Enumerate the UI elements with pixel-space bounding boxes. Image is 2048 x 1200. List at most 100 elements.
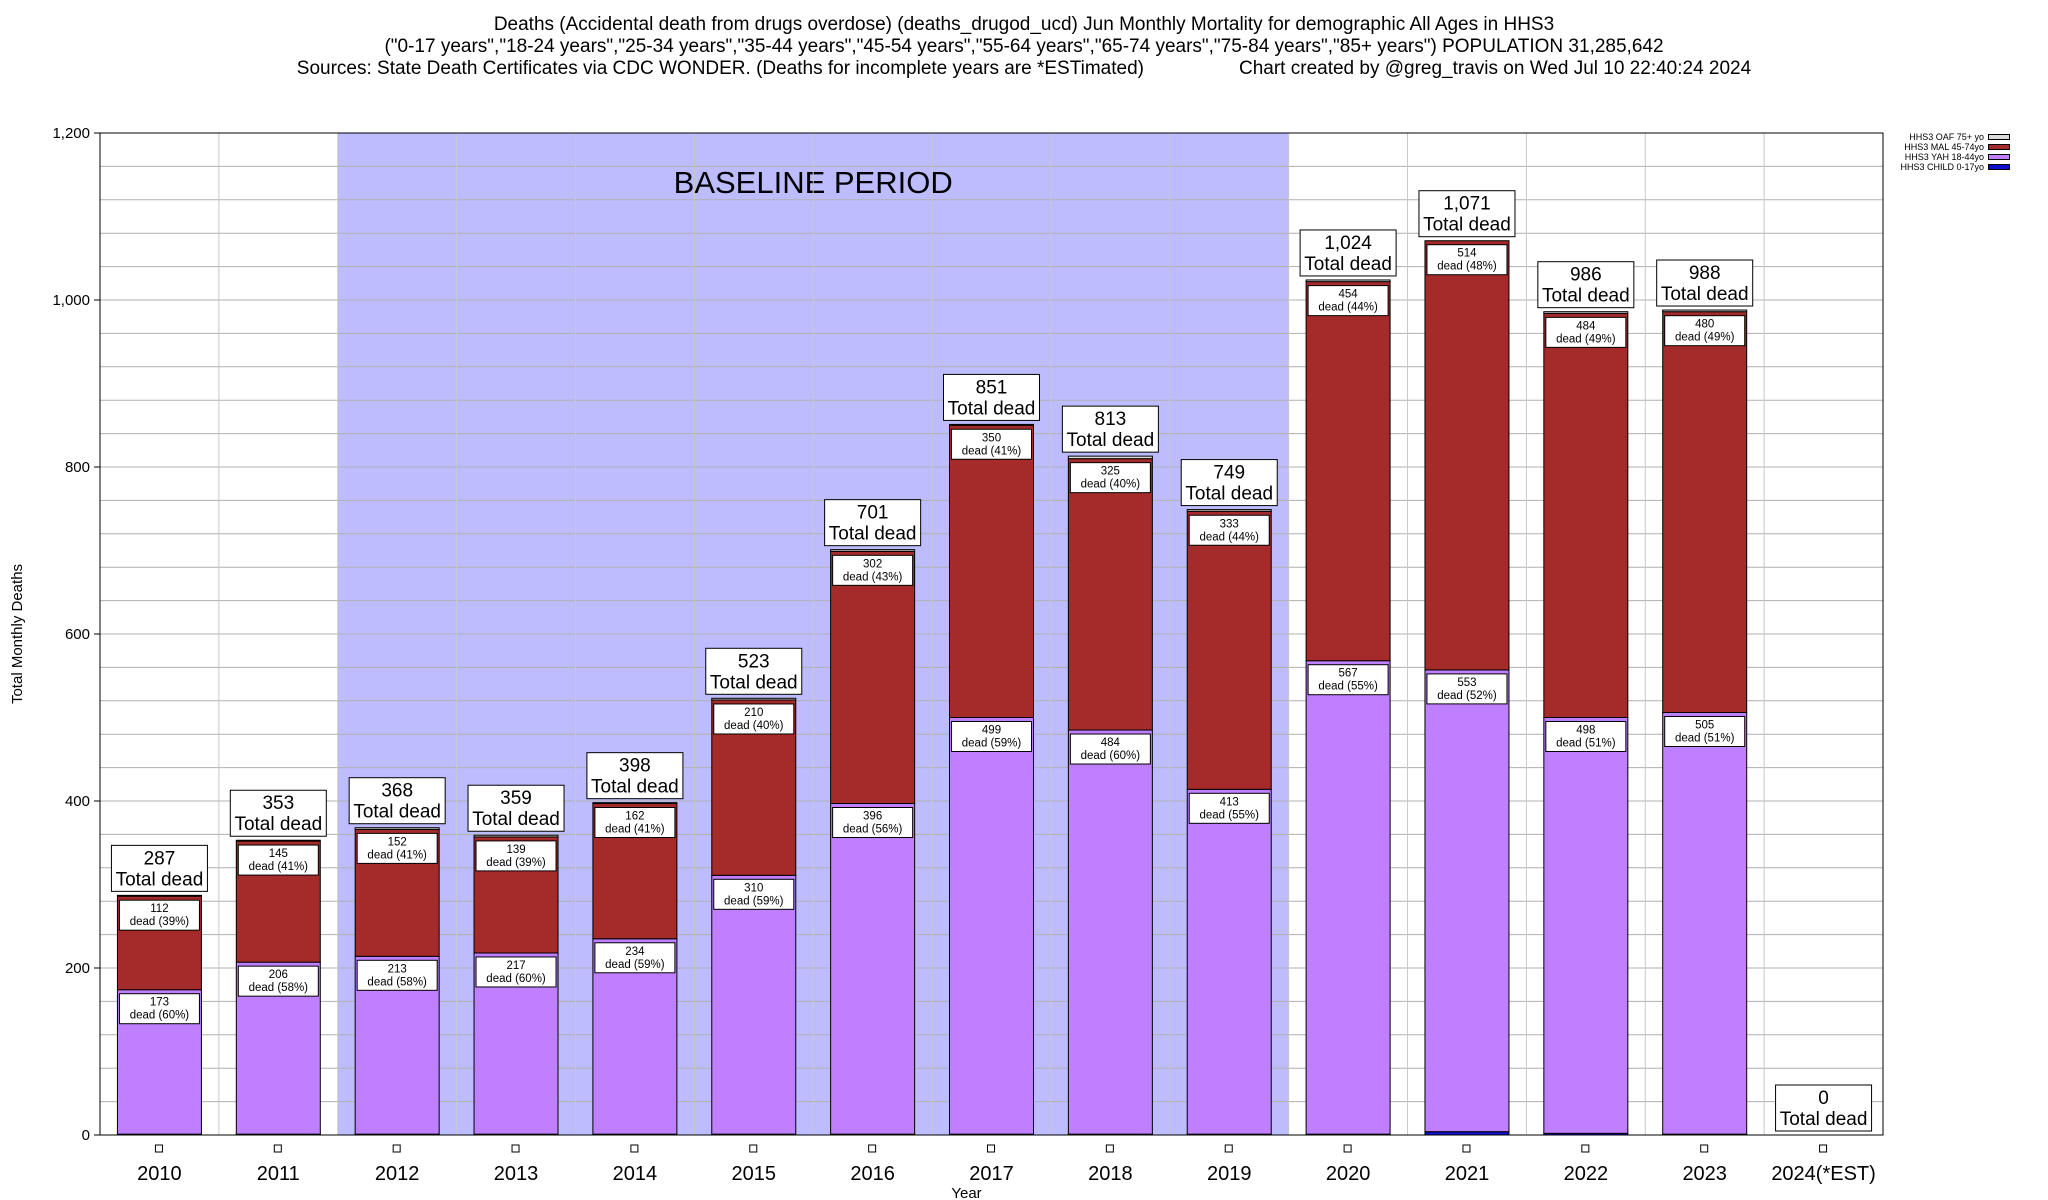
x-marker <box>1581 1144 1590 1153</box>
y-tick-label: 200 <box>65 960 90 977</box>
segment-label-box <box>594 807 676 839</box>
total-value: 523 <box>738 651 770 672</box>
total-value: 701 <box>857 503 889 524</box>
bar-segment-hhs3-yah-18-44yo <box>1305 660 1391 1135</box>
total-value: 851 <box>976 377 1008 398</box>
x-axis-title: Year <box>951 1185 981 1200</box>
yah-percent-label: dead (60%) <box>130 1010 190 1022</box>
legend-item: HHS3 CHILD 0-17yo <box>1880 162 2010 172</box>
bar-segment-hhs3-yah-18-44yo <box>711 874 797 1135</box>
segment-label-box <box>1545 316 1627 348</box>
total-dead-label: Total dead <box>1780 1109 1868 1130</box>
segment-label-box <box>356 959 438 991</box>
x-tick-label: 2012 <box>375 1163 420 1185</box>
total-label-box <box>705 647 803 695</box>
segment-label-box <box>118 993 200 1025</box>
mal-percent-label: dead (40%) <box>1081 479 1141 491</box>
segment-label-box <box>1069 462 1151 494</box>
yah-count-label: 567 <box>1339 668 1358 680</box>
plot-border <box>99 132 1884 1136</box>
x-marker <box>154 1144 163 1153</box>
legend-item: HHS3 YAH 18-44yo <box>1880 152 2010 162</box>
x-marker <box>987 1144 995 1153</box>
x-tick-label: 2022 <box>1564 1163 1609 1185</box>
legend-label: HHS3 YAH 18-44yo <box>1904 152 1984 162</box>
bar-segment-hhs3-oaf-75-yo <box>592 802 678 805</box>
bar-segment-hhs3-yah-18-44yo <box>1067 729 1153 1135</box>
yah-percent-label: dead (59%) <box>605 959 665 971</box>
bar-segment-hhs3-mal-45-74yo <box>830 550 916 805</box>
mal-count-label: 484 <box>1576 320 1596 332</box>
bar-segment-hhs3-oaf-75-yo <box>1067 455 1153 460</box>
bar-segment-hhs3-oaf-75-yo <box>830 549 916 552</box>
total-dead-label: Total dead <box>1304 254 1392 275</box>
total-label-box <box>229 789 327 837</box>
yah-percent-label: dead (59%) <box>962 738 1022 750</box>
segment-label-box <box>1664 315 1746 347</box>
total-label-box <box>586 752 684 800</box>
total-label-box <box>348 777 446 825</box>
total-label-box <box>1537 261 1635 309</box>
total-label-box <box>1775 1084 1873 1132</box>
mal-percent-label: dead (43%) <box>843 571 903 583</box>
total-dead-label: Total dead <box>472 809 560 830</box>
legend-label: HHS3 OAF 75+ yo <box>1909 132 1984 142</box>
bar-segment-hhs3-yah-18-44yo <box>1186 788 1272 1135</box>
segment-label-box <box>951 721 1032 752</box>
mal-percent-label: dead (41%) <box>962 445 1022 457</box>
mal-count-label: 302 <box>863 558 882 570</box>
mal-percent-label: dead (49%) <box>1675 332 1735 344</box>
yah-percent-label: dead (52%) <box>1437 690 1497 702</box>
x-tick-label: 2016 <box>850 1163 895 1185</box>
segment-label-box <box>713 878 795 910</box>
yah-count-label: 396 <box>863 811 882 823</box>
y-tick-label: 400 <box>65 793 90 810</box>
bar-segment-hhs3-yah-18-44yo <box>949 717 1034 1135</box>
legend-item: HHS3 MAL 45-74yo <box>1880 142 2010 152</box>
bar-segment-hhs3-oaf-75-yo <box>711 697 797 701</box>
bar-segment-hhs3-mal-45-74yo <box>1067 458 1153 731</box>
yah-percent-label: dead (60%) <box>1081 750 1141 762</box>
legend-item: HHS3 OAF 75+ yo <box>1880 132 2010 142</box>
total-dead-label: Total dead <box>710 672 798 693</box>
segment-label-box <box>1545 721 1627 752</box>
x-tick-label: 2014 <box>613 1163 658 1185</box>
segment-label-box <box>1426 244 1508 276</box>
yah-count-label: 498 <box>1576 725 1595 737</box>
segment-label-box <box>1188 792 1270 824</box>
yah-percent-label: dead (59%) <box>724 895 784 907</box>
yah-percent-label: dead (58%) <box>249 982 309 994</box>
total-dead-label: Total dead <box>1067 430 1155 451</box>
mal-percent-label: dead (39%) <box>130 916 190 928</box>
yah-percent-label: dead (55%) <box>1318 681 1378 693</box>
total-value: 749 <box>1213 463 1245 484</box>
total-value: 398 <box>619 756 651 777</box>
segment-label-box <box>237 965 319 997</box>
yah-percent-label: dead (58%) <box>367 976 427 988</box>
x-marker <box>273 1144 282 1153</box>
x-tick-label: 2021 <box>1445 1163 1490 1185</box>
mal-percent-label: dead (41%) <box>249 861 309 873</box>
bar-segment-hhs3-yah-18-44yo <box>1543 717 1629 1134</box>
x-marker <box>749 1144 758 1153</box>
segment-label-box <box>1426 673 1508 705</box>
bar-segment-hhs3-mal-45-74yo <box>1662 311 1748 713</box>
chart-sources: Sources: State Death Certificates via CD… <box>296 58 1752 79</box>
total-dead-label: Total dead <box>948 398 1036 419</box>
mal-percent-label: dead (48%) <box>1437 261 1497 273</box>
bar-segment-hhs3-oaf-75-yo <box>1543 311 1629 314</box>
x-tick-label: 2019 <box>1207 1163 1252 1185</box>
x-marker <box>511 1144 520 1153</box>
yah-count-label: 310 <box>744 882 763 894</box>
mal-percent-label: dead (44%) <box>1318 302 1378 314</box>
segment-label-box <box>951 428 1032 460</box>
total-dead-label: Total dead <box>1542 286 1630 307</box>
bar-segment-hhs3-oaf-75-yo <box>949 423 1034 426</box>
x-tick-label: 2017 <box>969 1163 1014 1185</box>
bar-segment-hhs3-oaf-75-yo <box>1662 309 1748 313</box>
chart-legend: HHS3 OAF 75+ yo HHS3 MAL 45-74yo HHS3 YAH … <box>1880 132 2010 172</box>
x-marker <box>1224 1144 1233 1153</box>
segment-label-box <box>713 703 795 735</box>
mal-count-label: 162 <box>625 811 644 823</box>
yah-count-label: 206 <box>269 969 288 981</box>
